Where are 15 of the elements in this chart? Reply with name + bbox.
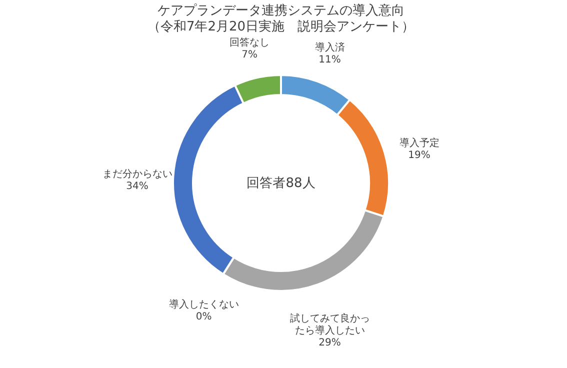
slice-label: 導入済: [314, 42, 345, 54]
category-label: 導入したくない: [168, 300, 239, 311]
chart-title: ケアプランデータ連携システムの導入意向: [158, 3, 404, 18]
data-label: 11%: [318, 54, 341, 66]
chart-subtitle: （令和7年2月20日実施 説明会アンケート）: [147, 18, 415, 34]
data-label: 19%: [408, 150, 430, 161]
text: 回答者88人: [246, 176, 316, 191]
data-label: 34%: [126, 180, 148, 192]
slice-label: 回答なし: [230, 36, 270, 48]
text: 0%: [196, 312, 212, 323]
data-label: 7%: [242, 49, 258, 60]
data-label: 29%: [318, 337, 341, 348]
slice-label: まだ分からない: [102, 168, 172, 180]
slice-label: 試してみて良かったら導入したい: [290, 312, 370, 336]
slice-label: 導入予定: [399, 136, 440, 149]
